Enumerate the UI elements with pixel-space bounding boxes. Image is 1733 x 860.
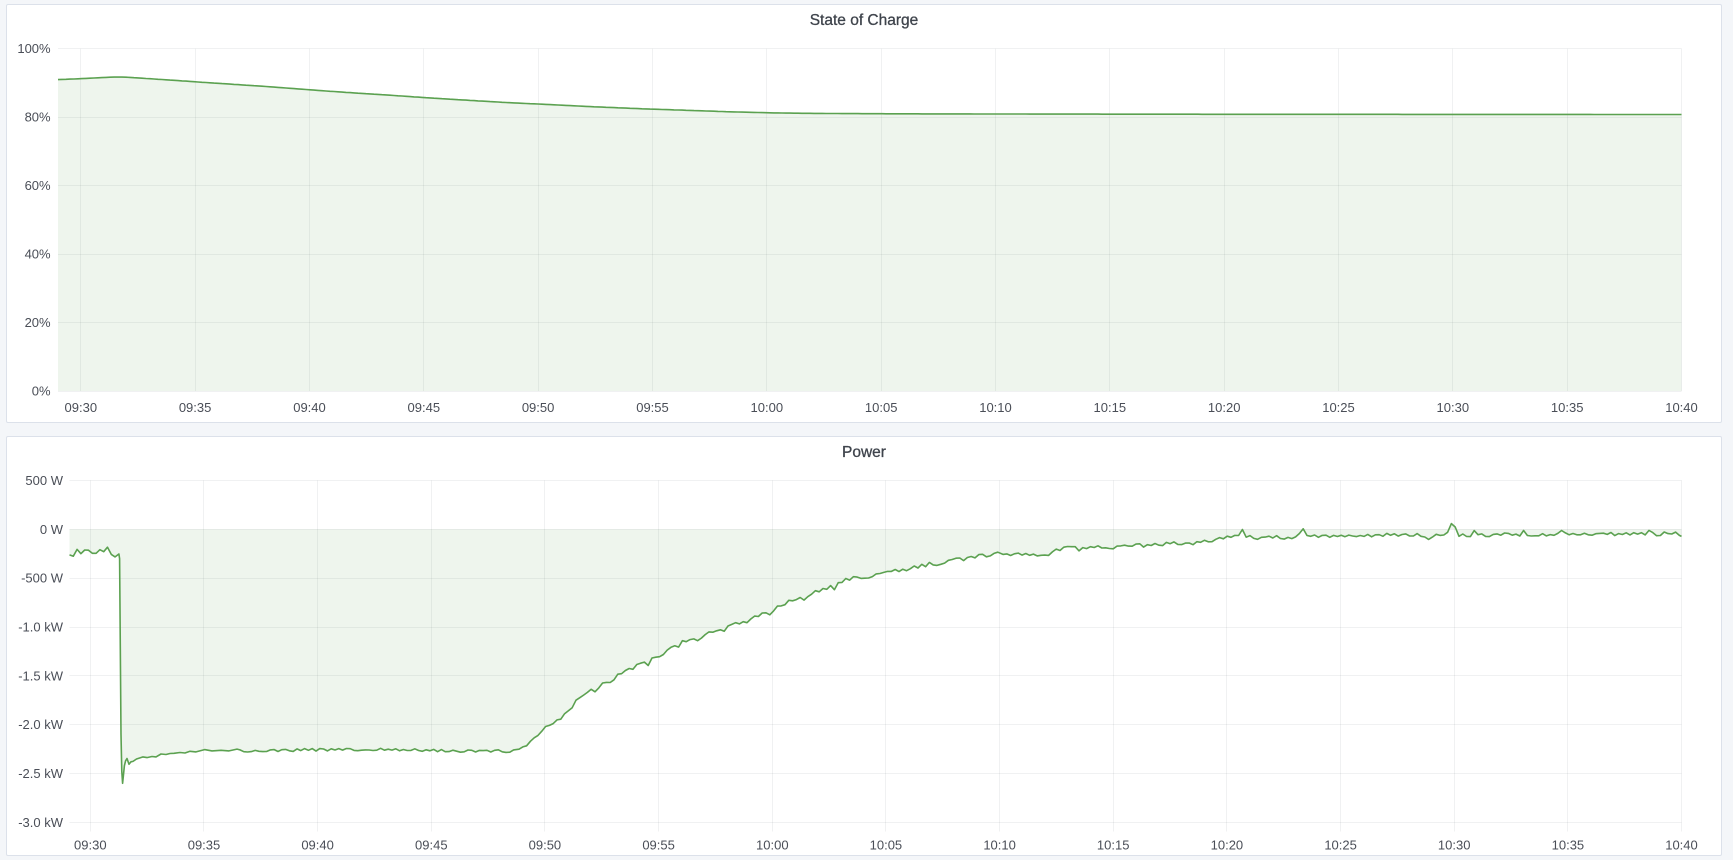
svg-text:09:30: 09:30 (65, 400, 98, 415)
svg-text:10:05: 10:05 (865, 400, 898, 415)
svg-text:09:45: 09:45 (408, 400, 441, 415)
svg-text:-2.5 kW: -2.5 kW (18, 766, 64, 781)
svg-text:09:40: 09:40 (293, 400, 326, 415)
svg-text:-1.0 kW: -1.0 kW (18, 620, 64, 635)
svg-text:10:10: 10:10 (983, 838, 1016, 853)
svg-text:10:30: 10:30 (1438, 838, 1471, 853)
svg-text:500 W: 500 W (25, 473, 63, 488)
svg-text:09:55: 09:55 (636, 400, 669, 415)
svg-text:10:10: 10:10 (979, 400, 1012, 415)
svg-text:-1.5 kW: -1.5 kW (18, 668, 64, 683)
svg-text:10:15: 10:15 (1097, 838, 1130, 853)
svg-text:80%: 80% (25, 110, 51, 125)
svg-text:10:05: 10:05 (870, 838, 903, 853)
svg-text:09:40: 09:40 (301, 838, 334, 853)
svg-text:10:15: 10:15 (1094, 400, 1127, 415)
svg-text:10:35: 10:35 (1551, 400, 1584, 415)
svg-text:-2.0 kW: -2.0 kW (18, 717, 64, 732)
svg-text:09:35: 09:35 (179, 400, 212, 415)
svg-text:09:50: 09:50 (529, 838, 562, 853)
svg-text:60%: 60% (25, 178, 51, 193)
svg-text:09:55: 09:55 (642, 838, 675, 853)
svg-text:09:50: 09:50 (522, 400, 555, 415)
svg-text:20%: 20% (25, 315, 51, 330)
svg-text:10:00: 10:00 (756, 838, 789, 853)
svg-text:10:20: 10:20 (1211, 838, 1244, 853)
svg-text:09:45: 09:45 (415, 838, 448, 853)
svg-text:0%: 0% (32, 384, 51, 399)
svg-text:10:20: 10:20 (1208, 400, 1241, 415)
svg-text:10:00: 10:00 (751, 400, 784, 415)
svg-text:0 W: 0 W (40, 522, 64, 537)
svg-text:10:25: 10:25 (1324, 838, 1357, 853)
svg-text:10:35: 10:35 (1552, 838, 1585, 853)
svg-text:09:30: 09:30 (74, 838, 107, 853)
svg-text:-3.0 kW: -3.0 kW (18, 815, 64, 830)
svg-text:100%: 100% (17, 41, 51, 56)
svg-text:10:40: 10:40 (1665, 400, 1698, 415)
svg-text:10:30: 10:30 (1437, 400, 1470, 415)
svg-text:10:40: 10:40 (1665, 838, 1698, 853)
svg-text:09:35: 09:35 (188, 838, 221, 853)
svg-text:-500 W: -500 W (21, 571, 64, 586)
svg-text:10:25: 10:25 (1322, 400, 1355, 415)
svg-text:40%: 40% (25, 247, 51, 262)
